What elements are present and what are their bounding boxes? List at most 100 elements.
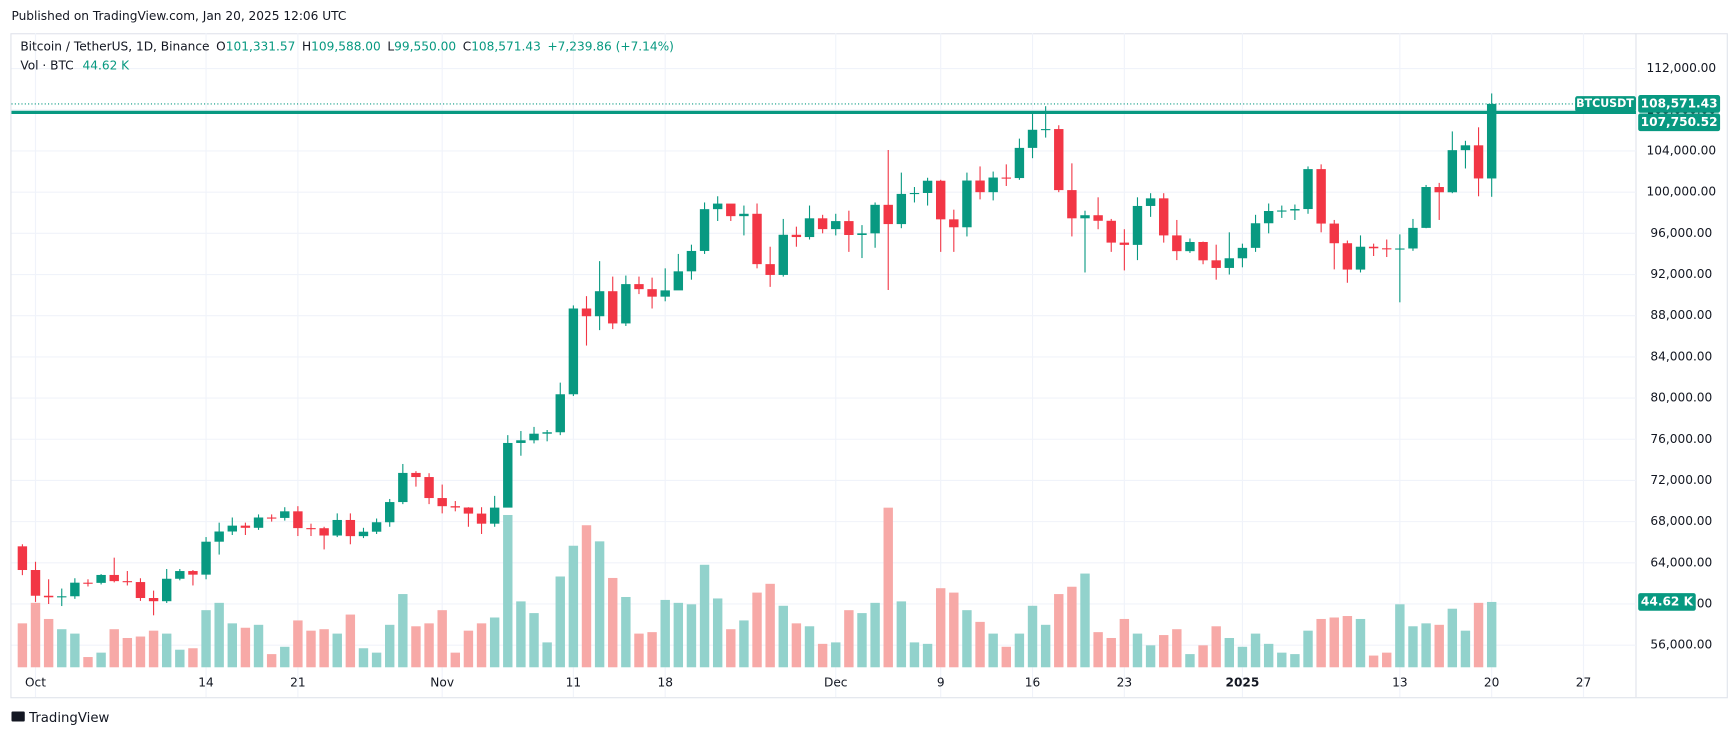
volume-bar xyxy=(686,604,697,668)
candle-body xyxy=(1473,145,1484,179)
candle-body xyxy=(43,595,54,598)
published: Published on TradingView.com, Jan 20, 20… xyxy=(11,9,346,23)
x-tick-label: 27 xyxy=(1576,675,1591,689)
volume-bar xyxy=(1368,655,1379,668)
candle-body xyxy=(1093,215,1103,221)
volume-bar xyxy=(1447,608,1458,668)
volume-bar xyxy=(1119,618,1130,668)
volume-bar xyxy=(542,642,552,668)
candle-body xyxy=(424,477,434,499)
candle-body xyxy=(201,541,211,575)
volume-bar xyxy=(1014,633,1025,668)
volume-bar xyxy=(883,507,893,668)
candle-body xyxy=(1329,223,1339,244)
volume-bar xyxy=(70,633,80,668)
volume-bar xyxy=(437,610,447,668)
x-tick-label: 18 xyxy=(657,675,672,689)
y-tick-label: 76,000.00 xyxy=(1650,432,1712,446)
volume-bar xyxy=(1211,626,1221,668)
last-price-badge xyxy=(1638,95,1721,113)
volume-bar xyxy=(30,602,41,668)
candle-body xyxy=(1382,248,1392,250)
volume-bar xyxy=(358,648,369,668)
volume-bar xyxy=(791,623,802,668)
candle-body xyxy=(673,271,684,291)
volume-bar xyxy=(1040,624,1051,668)
y-tick-label: 80,000.00 xyxy=(1650,391,1712,405)
x-tick-label: 2025 xyxy=(1226,675,1260,689)
volume-bar xyxy=(1027,605,1038,668)
x-tick-label: 16 xyxy=(1025,675,1040,689)
volume-bar xyxy=(1460,630,1471,668)
last-price-label: 108,571.43 xyxy=(1641,96,1718,110)
volume-bar xyxy=(345,614,356,668)
volume-bar xyxy=(726,629,736,668)
candle-body xyxy=(1054,129,1064,191)
candle-body xyxy=(1368,246,1379,249)
volume-bar xyxy=(594,541,605,668)
volume-bar xyxy=(581,525,592,668)
candle-body xyxy=(1211,260,1221,268)
candle-body xyxy=(1145,198,1156,206)
volume-bar xyxy=(1382,652,1392,668)
candle-body xyxy=(1460,145,1471,151)
candle-body xyxy=(568,308,579,395)
x-tick-label: 21 xyxy=(290,675,305,689)
candle-body xyxy=(634,284,644,290)
candle-body xyxy=(1132,205,1143,245)
volume-bar xyxy=(673,602,684,668)
candle-body xyxy=(1001,177,1011,179)
volume-bar xyxy=(817,643,828,668)
volume-badge xyxy=(1638,593,1696,611)
candle-body xyxy=(870,204,880,234)
volume-bar xyxy=(844,610,854,668)
candle-body xyxy=(791,234,802,238)
candle-body xyxy=(1080,215,1090,219)
volume-bar xyxy=(621,596,631,668)
candle-body xyxy=(529,433,539,441)
candle-body xyxy=(1434,187,1444,193)
candle-body xyxy=(1198,241,1208,261)
candle-body xyxy=(699,209,710,251)
candle-body xyxy=(1303,169,1313,210)
y-tick-label: 88,000.00 xyxy=(1650,308,1712,322)
y-tick-label: 112,000.00 xyxy=(1647,61,1717,75)
candle-body xyxy=(726,203,736,217)
volume-bar xyxy=(634,633,644,668)
volume-bar xyxy=(463,630,474,668)
volume-bar xyxy=(1198,645,1208,668)
volume-bar xyxy=(1067,586,1077,668)
candle-body xyxy=(857,233,867,235)
candle-body xyxy=(371,522,382,532)
symbol: Bitcoin / TetherUS, 1D, Binance xyxy=(20,39,209,53)
legend-value: 99,550.00 xyxy=(394,39,456,53)
candle-body xyxy=(385,502,395,523)
candle-body xyxy=(804,218,815,238)
x-tick-label: 9 xyxy=(937,675,945,689)
legend-key: C xyxy=(463,39,472,53)
volume-bar xyxy=(1277,652,1287,668)
volume-bar xyxy=(1054,594,1064,668)
volume-bar xyxy=(1080,573,1090,668)
candle-body xyxy=(988,177,998,193)
volume-bar xyxy=(1172,629,1182,668)
legend-value: 44.62 K xyxy=(83,58,131,72)
volume-bar xyxy=(450,652,461,668)
volume-bar xyxy=(949,592,959,668)
volume-bar xyxy=(988,633,998,668)
volume-bar xyxy=(699,564,710,668)
candle-body xyxy=(1250,223,1261,248)
candle-body xyxy=(647,289,657,297)
volume-bar xyxy=(306,630,316,668)
volume-bar xyxy=(57,629,67,668)
candle-body xyxy=(358,531,369,537)
candle-body xyxy=(752,213,762,265)
candle-body xyxy=(1237,247,1248,259)
volume-bar xyxy=(398,594,408,668)
volume-bar xyxy=(1132,633,1143,668)
volume-bar xyxy=(660,599,670,668)
candle-body xyxy=(411,472,421,478)
volume-bar xyxy=(489,617,500,668)
candle-body xyxy=(896,193,907,225)
